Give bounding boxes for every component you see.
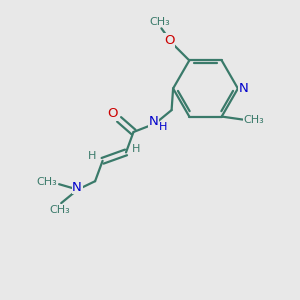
Text: CH₃: CH₃ <box>244 115 265 124</box>
Text: N: N <box>72 181 82 194</box>
Text: N: N <box>149 115 158 128</box>
Text: O: O <box>164 34 175 47</box>
Text: H: H <box>88 151 96 161</box>
Text: CH₃: CH₃ <box>49 205 70 215</box>
Text: CH₃: CH₃ <box>149 17 170 27</box>
Text: O: O <box>107 107 118 120</box>
Text: N: N <box>238 82 248 95</box>
Text: CH₃: CH₃ <box>37 177 58 187</box>
Text: H: H <box>159 122 168 132</box>
Text: H: H <box>132 144 141 154</box>
